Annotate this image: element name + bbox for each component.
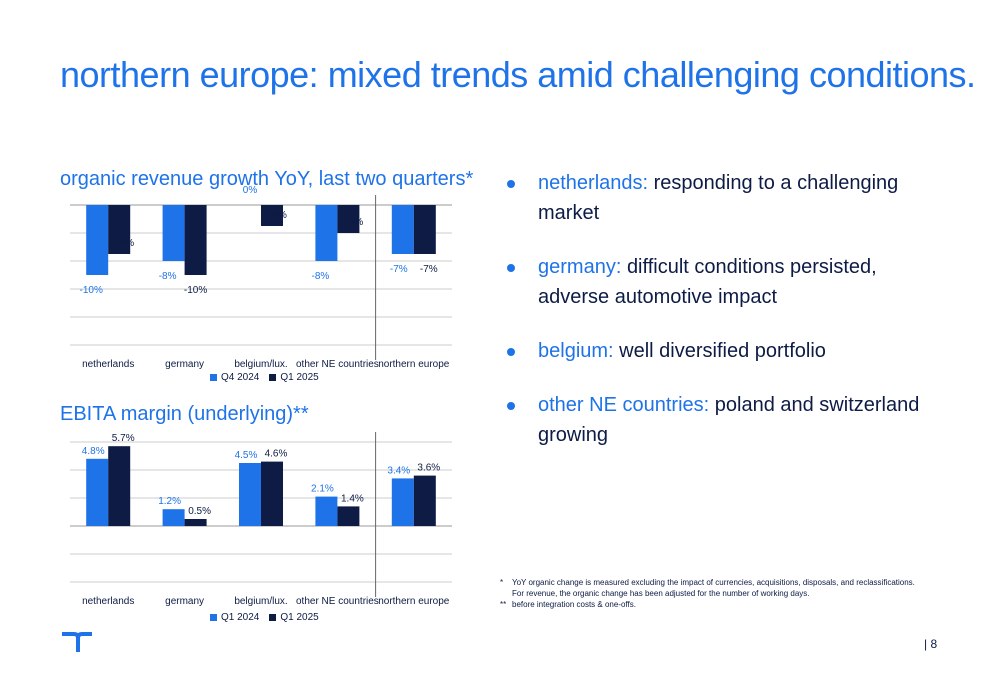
category-label: northern europe xyxy=(378,596,450,607)
bullet-list: netherlands: responding to a challenging… xyxy=(505,168,945,474)
footnotes: * YoY organic change is measured excludi… xyxy=(500,577,920,610)
bullet-text: poland and switzerland growing xyxy=(538,394,920,446)
data-label: -3% xyxy=(269,210,287,221)
bar-series-1 xyxy=(315,496,338,526)
legend-item-q1-2024: Q1 2024 xyxy=(210,612,259,623)
legend-swatch-q4-2024 xyxy=(210,374,217,381)
legend-swatch-q1-2024 xyxy=(210,614,217,621)
randstad-logo-icon xyxy=(62,632,92,652)
bar-series-2 xyxy=(337,506,360,526)
data-label: 2.1% xyxy=(311,484,334,495)
footnote-text: before integration costs & one-offs. xyxy=(512,600,636,609)
bar-series-2 xyxy=(413,475,436,526)
bullet-text: well diversified portfolio xyxy=(619,340,826,362)
category-label: belgium/lux. xyxy=(234,359,287,370)
bar-series-1 xyxy=(86,458,109,526)
ebita-margin-chart-title: EBITA margin (underlying)** xyxy=(60,403,309,425)
data-label: -10% xyxy=(80,285,103,296)
bullet-dot xyxy=(507,180,515,188)
legend-item-q1-2025: Q1 2025 xyxy=(269,372,319,383)
ebita-margin-chart: 4.8% 5.7% netherlands 1.2% 0.5% germany 4.5% 4.… xyxy=(70,432,452,607)
legend-label: Q1 2025 xyxy=(280,612,319,623)
bullet-dot xyxy=(507,348,515,356)
page-number: | 8 xyxy=(924,637,938,651)
bullet-item: other NE countries: poland and switzerla… xyxy=(505,390,945,450)
bar-series-1 xyxy=(162,509,185,526)
bullet-text: difficult conditions persisted, adverse … xyxy=(538,256,877,308)
data-label: 3.6% xyxy=(417,463,440,474)
revenue-growth-chart: -10% -7% netherlands -8% -10% germany 0% -3% bel… xyxy=(70,185,452,370)
bar-series-2 xyxy=(413,205,436,254)
bar-series-1 xyxy=(162,205,185,261)
data-label: 0.5% xyxy=(188,506,211,517)
footnote: * YoY organic change is measured excludi… xyxy=(500,577,920,599)
page-title: northern europe: mixed trends amid chall… xyxy=(60,54,976,95)
legend-label: Q1 2025 xyxy=(280,372,319,383)
bullet-head: germany: xyxy=(538,256,622,278)
bullet-item: belgium: well diversified portfolio xyxy=(505,336,945,366)
category-label: netherlands xyxy=(82,359,134,370)
bar-series-1 xyxy=(391,205,414,254)
legend-item-q4-2024: Q4 2024 xyxy=(210,372,259,383)
legend-label: Q4 2024 xyxy=(221,372,260,383)
bullet-head: netherlands: xyxy=(538,172,649,194)
data-label: -8% xyxy=(312,271,330,282)
category-label: netherlands xyxy=(82,596,134,607)
data-label: 4.8% xyxy=(82,446,105,457)
data-label: -7% xyxy=(420,264,438,275)
bullet-head: other NE countries: xyxy=(538,394,710,416)
revenue-growth-legend: Q4 2024 Q1 2025 xyxy=(210,372,319,383)
data-label: 4.6% xyxy=(265,449,288,460)
category-label: other NE countries xyxy=(296,359,379,370)
revenue-growth-chart-title: organic revenue growth YoY, last two qua… xyxy=(60,168,474,190)
data-label: -7% xyxy=(116,238,134,249)
data-label: -10% xyxy=(184,285,207,296)
bullet-dot xyxy=(507,264,515,272)
bullet-dot xyxy=(507,402,515,410)
data-label: -8% xyxy=(159,271,177,282)
bullet-item: germany: difficult conditions persisted,… xyxy=(505,252,945,312)
data-label: 5.7% xyxy=(112,433,135,444)
bar-series-1 xyxy=(86,205,109,275)
bar-series-2 xyxy=(261,461,283,526)
data-label: 1.2% xyxy=(158,496,181,507)
footnote-mark: * xyxy=(500,578,504,587)
legend-swatch-q1-2025 xyxy=(269,374,277,381)
bar-series-2 xyxy=(184,519,207,526)
bullet-text: responding to a challenging market xyxy=(538,172,899,224)
bullet-head: belgium: xyxy=(538,340,614,362)
category-label: other NE countries xyxy=(296,596,379,607)
legend-swatch-q1-2025 xyxy=(269,614,277,621)
footnote-text: YoY organic change is measured excluding… xyxy=(512,578,915,598)
footnote: ** before integration costs & one-offs. xyxy=(500,599,920,610)
legend-item-q1-2025: Q1 2025 xyxy=(269,612,319,623)
bar-series-1 xyxy=(391,478,414,526)
data-label: 4.5% xyxy=(235,450,258,461)
bar-series-2 xyxy=(261,205,283,226)
data-label: 3.4% xyxy=(387,465,410,476)
bar-series-2 xyxy=(184,205,207,275)
legend-label: Q1 2024 xyxy=(221,612,260,623)
bullet-item: netherlands: responding to a challenging… xyxy=(505,168,945,228)
bar-series-1 xyxy=(239,463,261,526)
data-label: -7% xyxy=(390,264,408,275)
ebita-margin-legend: Q1 2024 Q1 2025 xyxy=(210,612,319,623)
category-label: northern europe xyxy=(378,359,450,370)
bar-series-1 xyxy=(315,205,338,261)
footnote-mark: ** xyxy=(500,600,507,609)
bar-series-2 xyxy=(108,446,131,526)
data-label: 0% xyxy=(243,185,258,196)
category-label: belgium/lux. xyxy=(234,596,287,607)
data-label: 1.4% xyxy=(341,493,364,504)
data-label: -4% xyxy=(346,217,364,228)
bar-series-2 xyxy=(337,205,360,233)
category-label: germany xyxy=(165,596,204,607)
bar-series-2 xyxy=(108,205,131,254)
category-label: germany xyxy=(165,359,204,370)
